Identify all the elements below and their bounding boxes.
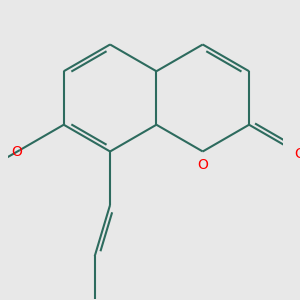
Text: O: O: [11, 145, 22, 159]
Text: O: O: [295, 147, 300, 161]
Text: O: O: [197, 158, 208, 172]
